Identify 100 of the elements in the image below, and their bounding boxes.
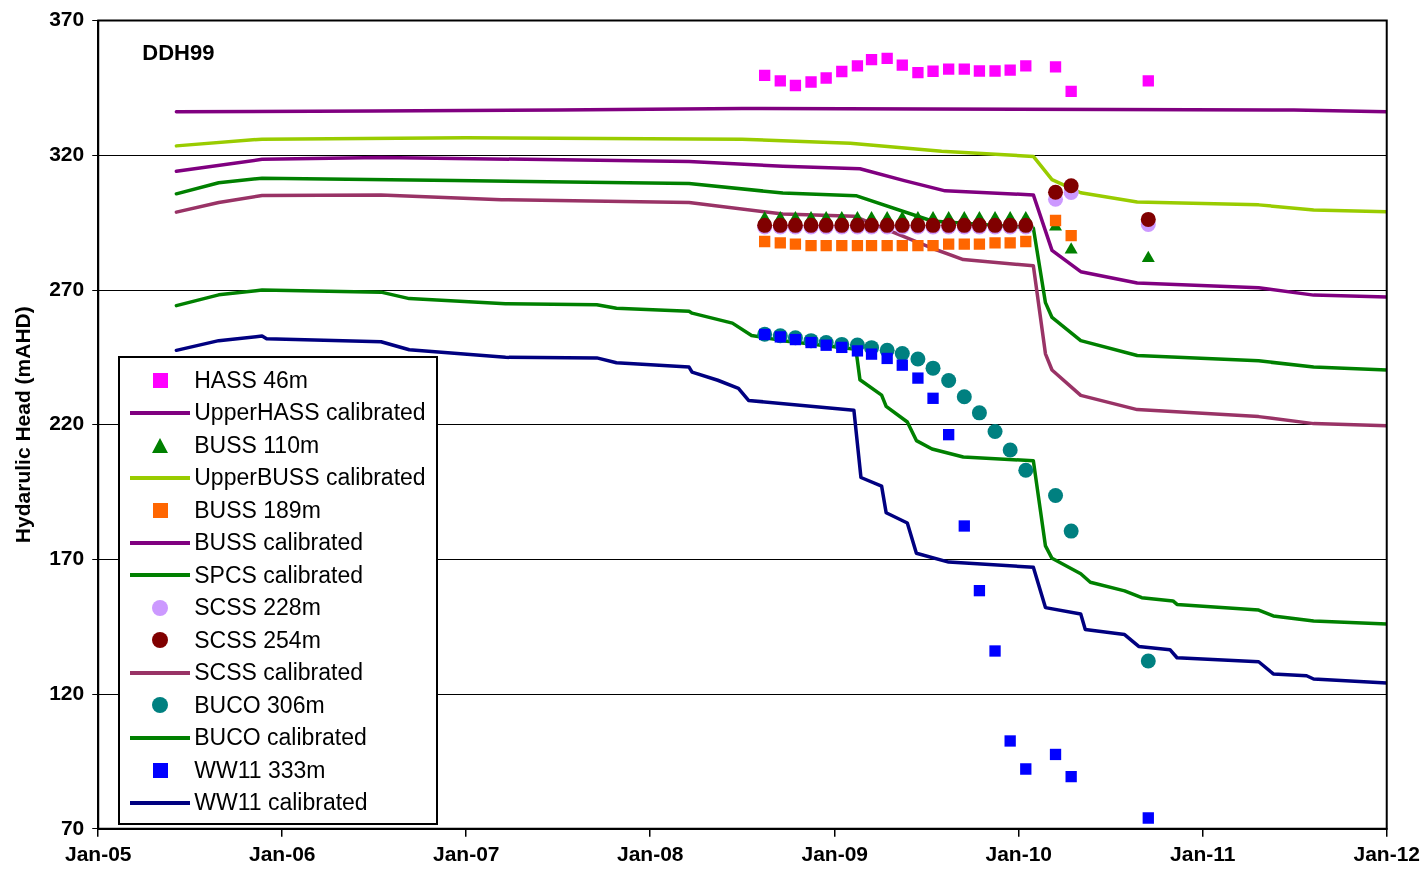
point [1049,61,1062,73]
point [1140,211,1156,227]
point [910,351,926,367]
point [865,348,878,360]
point [958,520,970,532]
point [927,239,939,252]
point [865,54,878,66]
legend-label: BUSS calibrated [194,528,363,558]
point [1049,748,1062,761]
point [789,79,802,92]
point [805,239,817,252]
point [912,239,924,252]
point [836,65,848,78]
y-tick-label: 120 [49,680,85,704]
point [881,52,893,64]
y-tick-label: 70 [60,815,85,839]
point [1063,523,1079,539]
x-tick-label: Jan-12 [1353,842,1420,866]
point [943,238,955,250]
x-tick-label: Jan-11 [1170,842,1236,866]
point [958,63,970,75]
legend-label: SCSS 254m [194,625,321,655]
y-tick-label: 370 [49,7,85,31]
point [989,65,1001,77]
x-tick-label: Jan-08 [616,842,684,866]
point [805,76,817,88]
point [943,429,955,441]
point [881,239,893,252]
point [1065,229,1077,242]
point [973,584,986,597]
point [1048,184,1064,200]
point [1020,235,1032,248]
point [1004,735,1016,747]
point [973,65,986,77]
point [1065,85,1077,98]
legend-label: HASS 46m [194,365,308,395]
point [912,66,924,79]
point [820,339,832,351]
point [1064,242,1078,254]
legend-label: BUCO 306m [194,690,325,720]
point [896,59,908,71]
point [759,69,771,81]
point [1142,812,1154,824]
point [1142,75,1154,87]
point [912,372,924,384]
point [958,238,970,250]
point [820,72,832,84]
y-tick-label: 220 [49,411,85,435]
x-tick-label: Jan-07 [432,842,500,866]
point [836,239,848,252]
point [851,345,864,357]
point [927,392,939,404]
point [1048,488,1064,504]
point [1063,178,1079,194]
point [989,237,1001,249]
point [971,405,987,421]
point [836,341,848,354]
point [1018,462,1034,478]
point [943,63,955,75]
point [956,389,972,405]
y-axis-title: Hydarulic Head (mAHD) [11,306,35,544]
legend-label: WW11 333m [194,755,326,785]
y-tick-label: 170 [49,546,85,570]
x-tick-label: Jan-10 [985,842,1053,866]
y-tick-label: 270 [49,276,85,300]
text: DDH99 [142,39,215,65]
point [973,238,986,250]
point [1004,64,1016,76]
point [925,360,941,376]
point [896,359,908,371]
point [1002,442,1018,458]
point [1020,763,1032,775]
point [987,423,1003,439]
point [851,60,864,72]
point [927,65,939,77]
point [1065,770,1077,783]
legend-label: BUCO calibrated [194,723,367,753]
legend-label: SCSS 228m [194,593,321,623]
point [851,239,864,252]
point [1004,237,1016,249]
point [1049,214,1062,227]
point [896,239,908,252]
point [774,75,786,87]
point [1141,250,1155,262]
point [894,346,910,362]
y-tick-label: 320 [49,142,85,166]
point [820,239,832,252]
legend-label: WW11 calibrated [194,788,368,818]
point [774,237,786,249]
point [759,235,771,248]
point [941,373,957,389]
legend-label: SPCS calibrated [194,560,363,590]
point [881,352,893,365]
point [789,238,802,250]
point [989,645,1001,657]
x-tick-label: Jan-06 [248,842,316,866]
legend-label: BUSS 189m [194,495,321,525]
x-tick-label: Jan-05 [64,842,132,866]
point [1140,653,1156,669]
legend-label: UpperHASS calibrated [194,398,426,428]
